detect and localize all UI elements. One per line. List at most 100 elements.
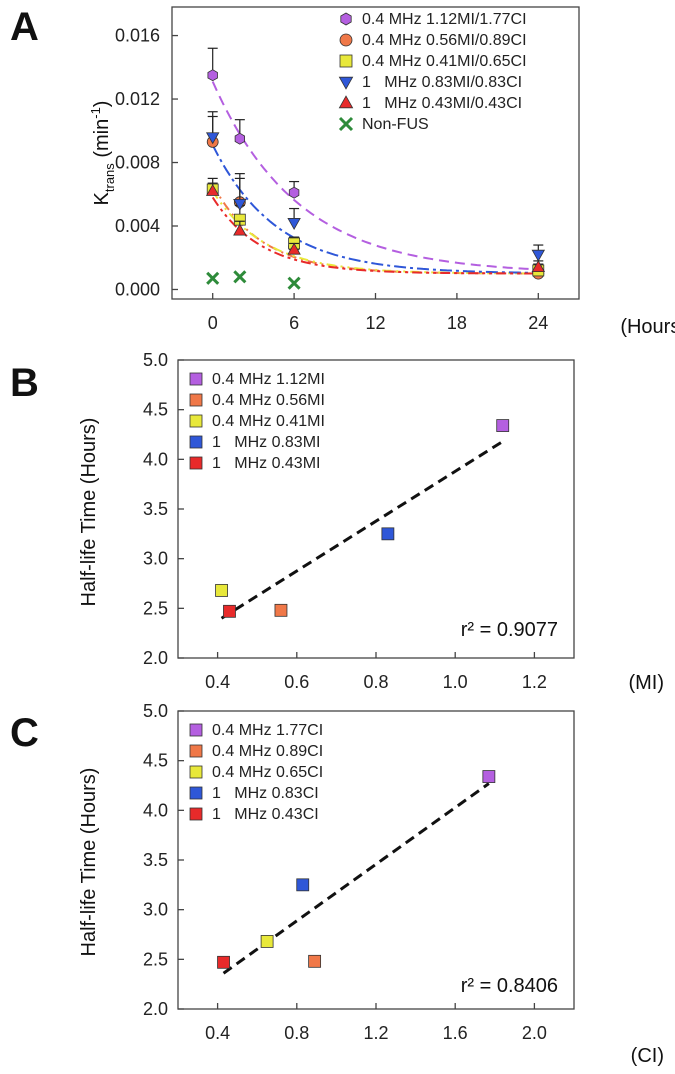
panel-a-point-s4-3 <box>531 260 546 273</box>
x-tick-label: 0.4 <box>205 672 230 692</box>
y-tick-label: 4.0 <box>143 800 168 820</box>
y-tick-label: 2.5 <box>143 598 168 618</box>
legend-label-4: 1 MHz 0.43CI <box>212 806 319 823</box>
panel-a-x-tick-label: 18 <box>447 313 467 333</box>
x-tick-label: 1.0 <box>443 672 468 692</box>
panel-a-fit-curve-3 <box>211 144 539 274</box>
y-tick-label: 3.0 <box>143 900 168 920</box>
panel-c-ci-chart: 0.4 0.8 1.2 1.6 2.0 2.0 2.5 3.0 3.5 4.0 4.5 5.0 0.4… <box>78 701 664 1067</box>
legend-marker-4 <box>189 456 203 470</box>
panel-a-legend-label-1: 0.4 MHz 0.56MI/0.89CI <box>362 32 527 49</box>
panel-a-y-tick-label: 0.008 <box>115 153 160 173</box>
data-point-4 <box>223 604 236 618</box>
panel-a-legend-marker-5 <box>338 116 354 132</box>
data-point-3 <box>296 878 310 892</box>
data-point-0 <box>482 770 496 783</box>
panel-a-legend-marker-5-stroke-b <box>338 116 354 132</box>
panel-c-data-marks <box>217 770 496 969</box>
panel-a-ktrans-chart: 0 6 12 18 24 0.000 0.004 0.008 0.012 0.016 0.4 MH… <box>88 6 675 338</box>
panel-a-point-s5-0 <box>206 271 220 285</box>
legend-label-3: 1 MHz 0.83CI <box>212 785 319 802</box>
panel-a-y-axis-main: K <box>91 191 113 205</box>
panel-a-legend-label-3: 1 MHz 0.83MI/0.83CI <box>362 74 522 91</box>
panel-a-legend-marker-3 <box>338 76 354 90</box>
legend-label-2: 0.4 MHz 0.65CI <box>212 764 323 781</box>
y-tick-label: 3.5 <box>143 850 168 870</box>
legend-marker-3 <box>189 435 203 449</box>
panel-a-point-s3-3 <box>531 249 546 262</box>
panel-letter-a: A <box>10 5 39 49</box>
y-tick-label: 4.5 <box>143 751 168 771</box>
panel-a-axis-ticks: 0 6 12 18 24 0.000 0.004 0.008 0.012 0.016 <box>115 26 548 333</box>
panel-a-point-s5-1 <box>233 270 247 284</box>
panel-a-fit-curve-0 <box>211 81 539 271</box>
panel-a-x-tick-label: 0 <box>208 313 218 333</box>
panel-a-x-tick-label: 24 <box>528 313 548 333</box>
y-tick-label: 2.5 <box>143 949 168 969</box>
y-tick-label: 5.0 <box>143 701 168 721</box>
panel-b-data-marks <box>215 419 510 618</box>
panel-c-y-axis-title: Half-life Time (Hours) <box>78 768 100 957</box>
y-tick-label: 4.5 <box>143 400 168 420</box>
data-point-3 <box>381 527 395 541</box>
panel-a-point-s3-0 <box>205 132 220 145</box>
x-tick-label: 1.6 <box>443 1023 468 1043</box>
legend-marker-0 <box>189 723 203 737</box>
panel-a-point-s4-2 <box>287 242 301 255</box>
panel-a-point-s5-2 <box>287 276 301 290</box>
x-tick-label: 1.2 <box>522 672 547 692</box>
panel-b-fit-line <box>220 440 504 620</box>
panel-c-x-axis-title: (CI) <box>631 1045 664 1067</box>
panel-c-legend: 0.4 MHz 1.77CI 0.4 MHz 0.89CI 0.4 MHz 0.65… <box>189 722 323 823</box>
panel-a-x-tick-label: 12 <box>365 313 385 333</box>
panel-a-y-tick-label: 0.000 <box>115 279 160 299</box>
panel-a-y-axis-subscript: trans <box>102 163 117 192</box>
panel-a-point-s4-1 <box>233 223 247 236</box>
panel-a-fit-curve-4 <box>211 196 539 275</box>
data-point-1 <box>308 954 322 968</box>
panel-a-legend-label-0: 0.4 MHz 1.12MI/1.77CI <box>362 11 527 28</box>
panel-a-legend-label-5: Non-FUS <box>362 116 429 133</box>
regression-line <box>220 440 504 620</box>
panel-a-y-axis-unit: (min <box>91 119 113 163</box>
panel-a-point-s5-1-stroke-b <box>233 270 247 284</box>
panel-b-legend: 0.4 MHz 1.12MI 0.4 MHz 0.56MI 0.4 MHz 0.41… <box>189 371 325 472</box>
panel-a-y-axis-unit-close: ) <box>91 101 113 108</box>
panel-a-legend-marker-2 <box>339 54 353 68</box>
panel-b-y-axis-title: Half-life Time (Hours) <box>78 418 100 607</box>
panel-a-point-s4-0 <box>205 183 220 196</box>
panel-a-legend-label-4: 1 MHz 0.43MI/0.43CI <box>362 95 522 112</box>
data-point-2 <box>215 584 228 597</box>
panel-a-legend-marker-1 <box>339 33 353 47</box>
x-tick-label: 1.2 <box>363 1023 388 1043</box>
y-tick-label: 5.0 <box>143 350 168 370</box>
panel-c-axis-ticks: 0.4 0.8 1.2 1.6 2.0 2.0 2.5 3.0 3.5 4.0 4.5 5.0 <box>143 701 547 1043</box>
legend-label-1: 0.4 MHz 0.89CI <box>212 743 323 760</box>
x-tick-label: 0.6 <box>284 672 309 692</box>
x-tick-label: 0.8 <box>284 1023 309 1043</box>
panel-letter-c: C <box>10 711 39 755</box>
x-tick-label: 0.8 <box>363 672 388 692</box>
legend-marker-2 <box>189 414 203 428</box>
legend-label-0: 0.4 MHz 1.77CI <box>212 722 323 739</box>
panel-b-axis-ticks: 0.4 0.6 0.8 1.0 1.2 2.0 2.5 3.0 3.5 4.0 4.5 5.0 <box>143 350 547 692</box>
y-tick-label: 2.0 <box>143 999 168 1019</box>
panel-a-legend-marker-4 <box>338 95 354 109</box>
legend-label-3: 1 MHz 0.83MI <box>212 434 320 451</box>
y-tick-label: 3.5 <box>143 499 168 519</box>
data-point-0 <box>496 419 510 432</box>
panel-a-point-s0-1 <box>234 132 246 145</box>
panel-a-fit-curve-2 <box>211 190 539 275</box>
panel-a-legend-label-2: 0.4 MHz 0.41MI/0.65CI <box>362 53 527 70</box>
panel-a-x-axis-title: (Hours) <box>620 316 675 338</box>
panel-a-legend: 0.4 MHz 1.12MI/1.77CI 0.4 MHz 0.56MI/0.89… <box>338 11 527 133</box>
panel-a-point-s5-0-stroke-b <box>206 271 220 285</box>
y-tick-label: 3.0 <box>143 549 168 569</box>
panel-a-y-axis-unit-exponent: -1 <box>88 107 103 119</box>
panel-a-point-s3-1 <box>233 198 247 211</box>
panel-b-r-squared: r² = 0.9077 <box>461 619 558 641</box>
panel-a-point-s0-0 <box>207 69 218 82</box>
x-tick-label: 2.0 <box>522 1023 547 1043</box>
legend-label-2: 0.4 MHz 0.41MI <box>212 413 325 430</box>
